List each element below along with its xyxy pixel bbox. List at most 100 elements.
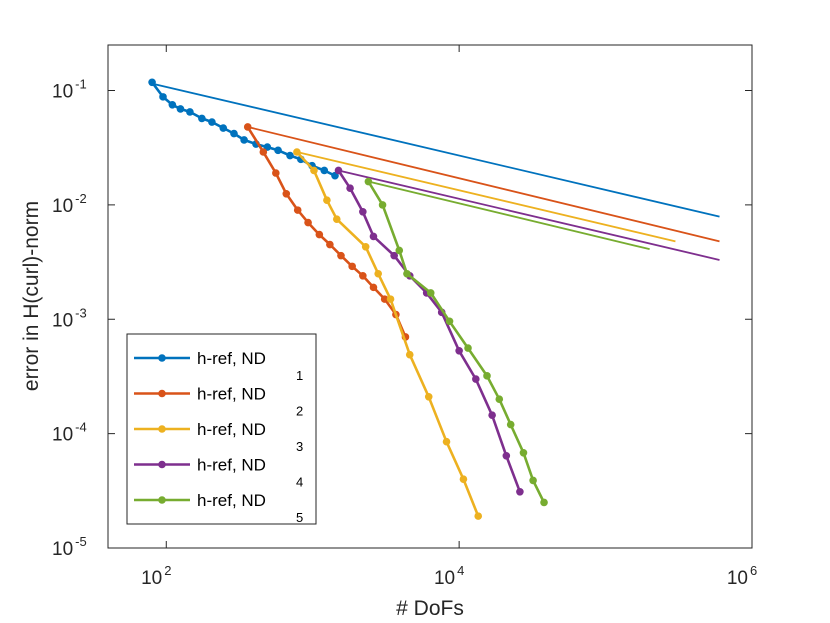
data-point [274, 146, 282, 155]
data-point [424, 392, 433, 401]
data-point [176, 105, 185, 113]
series-5 [364, 177, 548, 507]
data-point [442, 437, 451, 446]
y-tick-label: 10 -5 [52, 534, 87, 560]
legend-subscript: 2 [296, 404, 303, 419]
data-point [272, 169, 280, 177]
x-ticks: 10 2 10 4 10 6 [141, 45, 757, 589]
legend-marker [158, 496, 166, 504]
data-point [286, 151, 294, 160]
legend-item-3: h-ref, ND 3 [134, 420, 303, 454]
data-point [208, 118, 216, 126]
data-point [506, 420, 515, 429]
reference-line-4 [338, 169, 720, 261]
series-2 [243, 123, 410, 341]
legend-subscript: 1 [296, 368, 303, 383]
reference-line-3 [296, 151, 676, 243]
data-point [361, 243, 370, 251]
y-tick-label: 10 -2 [52, 191, 87, 217]
data-point [346, 184, 354, 192]
legend-label: h-ref, ND [197, 349, 266, 368]
data-point [374, 269, 382, 278]
data-point [304, 218, 312, 227]
data-point [426, 289, 435, 297]
data-point [540, 498, 548, 507]
data-point [445, 317, 454, 326]
data-point [529, 476, 537, 485]
legend-subscript: 3 [296, 439, 303, 454]
data-point [168, 101, 177, 109]
legend-item-2: h-ref, ND 2 [134, 385, 303, 419]
x-axis-label: # DoFs [396, 597, 464, 620]
legend-marker [158, 389, 166, 398]
data-point [483, 372, 491, 380]
reference-line-1 [151, 82, 720, 218]
data-point [464, 344, 472, 352]
y-axis-label: error in H(curl)-norm [20, 201, 43, 391]
legend-label: h-ref, ND [197, 456, 266, 475]
reference-line-5 [368, 180, 650, 251]
data-point [380, 295, 389, 303]
data-point [495, 395, 504, 403]
data-point [519, 448, 528, 457]
legend-marker [158, 460, 166, 469]
data-point [332, 215, 341, 223]
legend-subscript: 4 [296, 475, 303, 490]
series-line-3 [295, 151, 480, 517]
data-point [516, 488, 524, 496]
data-point [293, 148, 301, 156]
series-4 [334, 166, 524, 496]
data-point [459, 475, 468, 483]
data-point [369, 283, 378, 292]
reference-line-2 [247, 126, 720, 243]
legend-item-4: h-ref, ND 4 [134, 456, 303, 490]
data-point [320, 166, 329, 175]
data-point [390, 251, 398, 260]
data-point [240, 136, 248, 144]
data-point [148, 78, 156, 87]
data-point [186, 108, 194, 116]
legend-label: h-ref, ND [197, 420, 266, 439]
x-tick-label: 10 4 [434, 563, 464, 589]
data-point [502, 451, 511, 460]
legend-item-5: h-ref, ND 5 [134, 491, 303, 525]
series-3 [293, 148, 483, 520]
x-tick-label: 10 2 [141, 563, 171, 589]
data-point [395, 246, 404, 255]
data-point [472, 375, 480, 383]
data-point [243, 123, 252, 131]
data-point [474, 512, 483, 520]
data-point [359, 271, 367, 280]
legend-marker [158, 425, 166, 433]
reference-lines [151, 82, 720, 261]
data-point [282, 190, 291, 198]
data-point [323, 196, 331, 204]
legend-subscript: 5 [296, 510, 303, 525]
legend-item-1: h-ref, ND 1 [134, 349, 303, 383]
data-point [386, 295, 395, 303]
data-point [293, 206, 302, 214]
data-point [230, 129, 238, 138]
data-point [359, 208, 367, 216]
legend: h-ref, ND 1 h-ref, ND 2 h-ref, ND 3 h-ref, ND 4… [126, 333, 317, 525]
legend-label: h-ref, ND [197, 385, 266, 404]
legend-label: h-ref, ND [197, 491, 266, 510]
series-group [148, 78, 548, 520]
data-point [348, 262, 356, 271]
series-1 [148, 78, 339, 180]
data-point [455, 346, 463, 355]
y-ticks: 10-1 10-2 10-3 10-4 10-5 [52, 77, 752, 560]
data-point [310, 166, 318, 175]
data-point [315, 230, 324, 239]
data-point [219, 124, 228, 132]
data-point [337, 251, 345, 260]
data-point [369, 232, 378, 241]
y-tick-label: 10 -3 [52, 305, 87, 331]
y-tick-label: 10 -4 [52, 420, 87, 446]
y-tick-label: 10 -1 [52, 77, 87, 103]
data-point [364, 177, 373, 186]
data-point [326, 240, 334, 249]
legend-marker [158, 354, 166, 362]
data-point [259, 148, 268, 156]
